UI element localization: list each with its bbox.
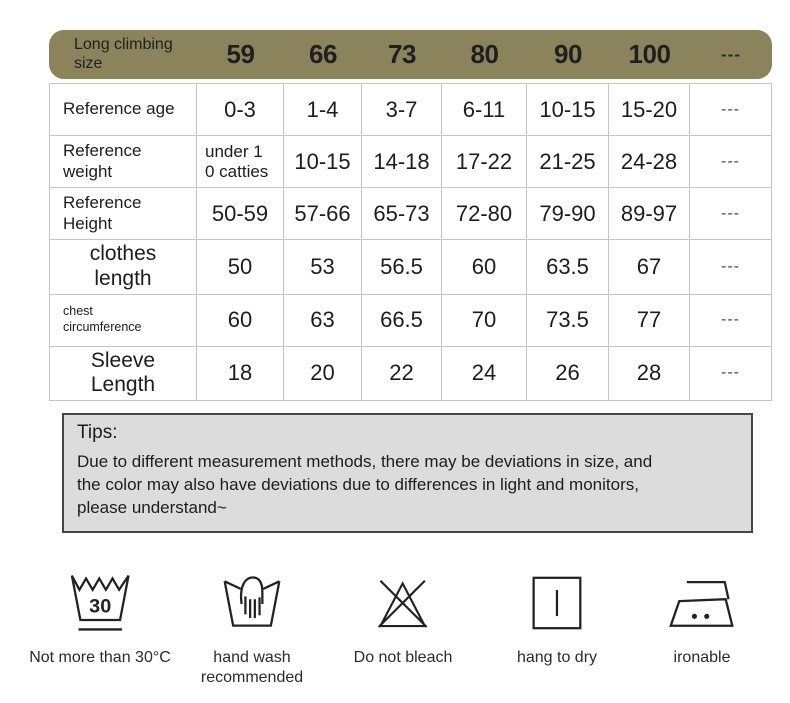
care-label-bleach: Do not bleach	[353, 649, 453, 667]
table-cell: 28	[609, 346, 690, 402]
tips-body: Due to different measurement methods, th…	[77, 452, 653, 518]
table-cell: 66.5	[362, 294, 442, 347]
care-item-hand-wash: hand wash recommended	[177, 561, 327, 688]
table-cell: 1-4	[284, 84, 362, 136]
header-size-cell: 73	[388, 39, 416, 69]
svg-text:30: 30	[89, 596, 111, 618]
row-label: clothes length	[49, 240, 197, 295]
table-row: Reference Height 50-59 57-66 65-73 72-80 79-9…	[49, 188, 772, 240]
table-cell: 50	[197, 240, 284, 295]
table-cell: 63	[284, 294, 362, 347]
table-cell: under 1 0 catties	[197, 136, 284, 188]
table-cell: ---	[690, 84, 772, 136]
care-item-dry: hang to dry	[517, 561, 597, 668]
tips-box: Tips: Due to different measurement metho…	[62, 413, 753, 534]
table-header-label: Long climbing size	[74, 36, 173, 72]
hand-wash-icon	[219, 561, 285, 645]
header-size-cell: ---	[721, 44, 741, 64]
header-size-cell: 80	[470, 39, 499, 69]
header-size-cell: 59	[226, 39, 255, 69]
care-instructions: 30 Not more than 30°C hand wash recommen…	[0, 561, 790, 701]
care-label-hand-wash: hand wash recommended	[200, 649, 304, 687]
row-label: Reference age	[49, 84, 197, 136]
care-item-iron: ironable	[666, 561, 738, 668]
wash-30-icon: 30	[66, 561, 134, 645]
table-cell: 60	[197, 294, 284, 347]
tips-title: Tips:	[77, 422, 118, 444]
table-cell: 72-80	[442, 188, 527, 240]
table-cell: 10-15	[527, 84, 609, 136]
table-cell: 50-59	[197, 188, 284, 240]
table-cell: 26	[527, 346, 609, 402]
row-label: Reference weight	[49, 136, 197, 188]
table-cell: 24-28	[609, 136, 690, 188]
table-cell: ---	[690, 294, 772, 347]
table-cell: 14-18	[362, 136, 442, 188]
table-cell: ---	[690, 240, 772, 295]
table-cell: 79-90	[527, 188, 609, 240]
header-size-cell: 66	[309, 39, 337, 69]
header-size-cell: 100	[628, 39, 671, 69]
table-cell: 15-20	[609, 84, 690, 136]
row-label: chest circumference	[49, 294, 197, 347]
table-cell: 77	[609, 294, 690, 347]
table-cell: 22	[362, 346, 442, 402]
table-cell: ---	[690, 188, 772, 240]
table-row: clothes length 50 53 56.5 60 63.5 67 ---	[49, 240, 772, 295]
table-row: chest circumference 60 63 66.5 70 73.5 77 ---	[49, 294, 772, 347]
table-cell: 57-66	[284, 188, 362, 240]
size-table-header: Long climbing size 59 66 73 80 90 100 ---	[49, 30, 772, 79]
table-cell: 0-3	[197, 84, 284, 136]
table-cell: 24	[442, 346, 527, 402]
table-row: Reference weight under 1 0 catties 10-15 14…	[49, 136, 772, 188]
care-label-wash: Not more than 30°C	[29, 649, 171, 667]
table-row: Sleeve Length 18 20 22 24 26 28 ---	[49, 346, 772, 402]
table-cell: 18	[197, 346, 284, 402]
size-chart: Long climbing size 59 66 73 80 90 100 --- Refe…	[49, 30, 772, 534]
table-cell: 21-25	[527, 136, 609, 188]
care-label-iron: ironable	[673, 649, 731, 667]
care-label-dry: hang to dry	[516, 649, 598, 667]
table-cell: ---	[690, 136, 772, 188]
ironable-icon	[666, 561, 738, 645]
table-cell: ---	[690, 346, 772, 402]
size-table-body: Reference age 0-3 1-4 3-7 6-11 10-15 15-20 --- R…	[49, 83, 772, 402]
table-cell: 56.5	[362, 240, 442, 295]
table-cell: 17-22	[442, 136, 527, 188]
table-cell: 89-97	[609, 188, 690, 240]
table-cell: 6-11	[442, 84, 527, 136]
table-cell: 10-15	[284, 136, 362, 188]
table-cell: 73.5	[527, 294, 609, 347]
table-cell: 3-7	[362, 84, 442, 136]
care-item-bleach: Do not bleach	[353, 561, 453, 668]
hang-to-dry-icon	[529, 561, 585, 645]
row-label: Sleeve Length	[49, 346, 197, 402]
row-label: Reference Height	[49, 188, 197, 240]
table-cell: 20	[284, 346, 362, 402]
table-cell: 67	[609, 240, 690, 295]
header-size-cell: 90	[554, 39, 582, 69]
table-cell: 53	[284, 240, 362, 295]
table-cell: 70	[442, 294, 527, 347]
do-not-bleach-icon	[371, 561, 435, 645]
table-cell: 60	[442, 240, 527, 295]
care-item-wash: 30 Not more than 30°C	[29, 561, 171, 668]
table-cell: 65-73	[362, 188, 442, 240]
table-row: Reference age 0-3 1-4 3-7 6-11 10-15 15-20 ---	[49, 84, 772, 136]
table-cell: 63.5	[527, 240, 609, 295]
